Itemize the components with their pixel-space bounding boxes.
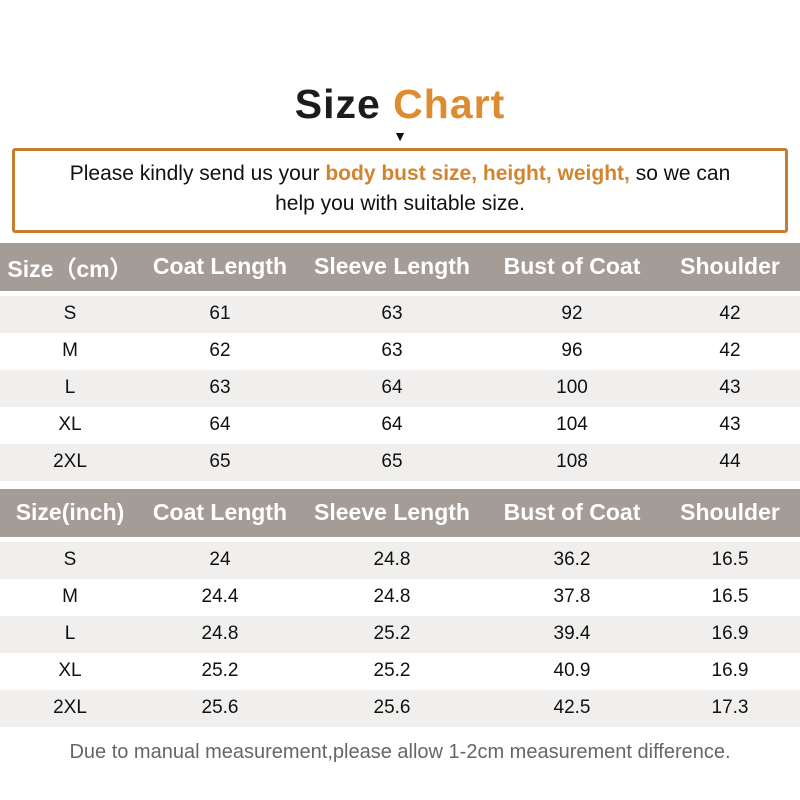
table-cell: 96 (484, 332, 660, 370)
table-cell: XL (0, 406, 140, 444)
size-tables: Size（cm） Coat Length Sleeve Length Bust of … (0, 242, 800, 727)
notice-text-before: Please kindly send us your (69, 162, 326, 185)
table-cell: S (0, 295, 140, 333)
table-cell: 65 (300, 443, 484, 481)
page-title-orange: Chart (393, 81, 506, 127)
table-cell: 61 (140, 295, 300, 333)
table-cell: M (0, 578, 140, 616)
table-cell: 64 (300, 406, 484, 444)
notice-text-after: so we can help you with suitable size. (275, 162, 731, 216)
column-header-inch-3: Bust of Coat (484, 488, 660, 542)
table-cell: 100 (484, 369, 660, 407)
table-cell: 25.2 (300, 615, 484, 653)
table-row-inch-XL: XL 25.2 25.2 40.9 16.9 (0, 652, 800, 690)
table-cell: 104 (484, 406, 660, 444)
table-cell: 36.2 (484, 541, 660, 579)
page-title-black: Size (294, 81, 394, 127)
table-cell: 24.4 (140, 578, 300, 616)
table-cell: 108 (484, 443, 660, 481)
table-cell: 64 (300, 369, 484, 407)
column-header-cm-0: Size（cm） (0, 242, 140, 296)
table-cell: 24 (140, 541, 300, 579)
table-cell: 16.9 (660, 652, 800, 690)
table-cell: 43 (660, 369, 800, 407)
table-cell: L (0, 369, 140, 407)
table-row-inch-M: M 24.4 24.8 37.8 16.5 (0, 578, 800, 616)
table-cell: 42 (660, 295, 800, 333)
table-row-cm-S: S 61 63 92 42 (0, 295, 800, 333)
column-header-cm-3: Bust of Coat (484, 242, 660, 296)
column-header-inch-4: Shoulder (660, 488, 800, 542)
measurement-note: Due to manual measurement,please allow 1… (69, 740, 731, 763)
table-cell: S (0, 541, 140, 579)
table-cell: 39.4 (484, 615, 660, 653)
header-row-inch: Size(inch) Coat Length Sleeve Length Bust o… (0, 488, 800, 542)
table-cell: M (0, 332, 140, 370)
size-table-inch: Size(inch) Coat Length Sleeve Length Bust o… (0, 488, 800, 727)
table-cell: XL (0, 652, 140, 690)
table-cell: 63 (300, 295, 484, 333)
size-table-cm: Size（cm） Coat Length Sleeve Length Bust of … (0, 242, 800, 481)
table-cell: 62 (140, 332, 300, 370)
table-cell: 25.6 (300, 689, 484, 727)
header-row-cm: Size（cm） Coat Length Sleeve Length Bust of … (0, 242, 800, 296)
table-cell: 24.8 (140, 615, 300, 653)
page-title: Size Chart (295, 81, 506, 127)
table-row-cm-L: L 63 64 100 43 (0, 369, 800, 407)
table-cell: 2XL (0, 443, 140, 481)
table-cell: 25.2 (300, 652, 484, 690)
page-title-wrap: Size Chart (0, 0, 800, 125)
table-cell: 42 (660, 332, 800, 370)
table-cell: 17.3 (660, 689, 800, 727)
table-row-cm-M: M 62 63 96 42 (0, 332, 800, 370)
table-row-inch-S: S 24 24.8 36.2 16.5 (0, 541, 800, 579)
notice-text-highlight: body bust size, height, weight, (325, 162, 630, 185)
table-cell: 44 (660, 443, 800, 481)
table-cell: 16.9 (660, 615, 800, 653)
table-cell: 43 (660, 406, 800, 444)
table-cell: 16.5 (660, 578, 800, 616)
table-cell: 24.8 (300, 541, 484, 579)
table-cell: 16.5 (660, 541, 800, 579)
table-cell: 92 (484, 295, 660, 333)
table-cell: L (0, 615, 140, 653)
table-cell: 63 (300, 332, 484, 370)
table-cell: 40.9 (484, 652, 660, 690)
triangle-down-icon: ▼ (393, 128, 407, 144)
column-header-cm-1: Coat Length (140, 242, 300, 296)
table-cell: 65 (140, 443, 300, 481)
table-row-cm-XL: XL 64 64 104 43 (0, 406, 800, 444)
column-header-inch-0: Size(inch) (0, 488, 140, 542)
notice-box: Please kindly send us your body bust siz… (12, 148, 788, 233)
table-cell: 24.8 (300, 578, 484, 616)
column-header-inch-2: Sleeve Length (300, 488, 484, 542)
table-cell: 42.5 (484, 689, 660, 727)
column-header-cm-2: Sleeve Length (300, 242, 484, 296)
table-row-cm-2XL: 2XL 65 65 108 44 (0, 443, 800, 481)
table-cell: 63 (140, 369, 300, 407)
table-row-inch-2XL: 2XL 25.6 25.6 42.5 17.3 (0, 689, 800, 727)
table-cell: 64 (140, 406, 300, 444)
table-cell: 37.8 (484, 578, 660, 616)
column-header-cm-4: Shoulder (660, 242, 800, 296)
column-header-inch-1: Coat Length (140, 488, 300, 542)
table-cell: 25.2 (140, 652, 300, 690)
table-row-inch-L: L 24.8 25.2 39.4 16.9 (0, 615, 800, 653)
table-cell: 25.6 (140, 689, 300, 727)
table-cell: 2XL (0, 689, 140, 727)
